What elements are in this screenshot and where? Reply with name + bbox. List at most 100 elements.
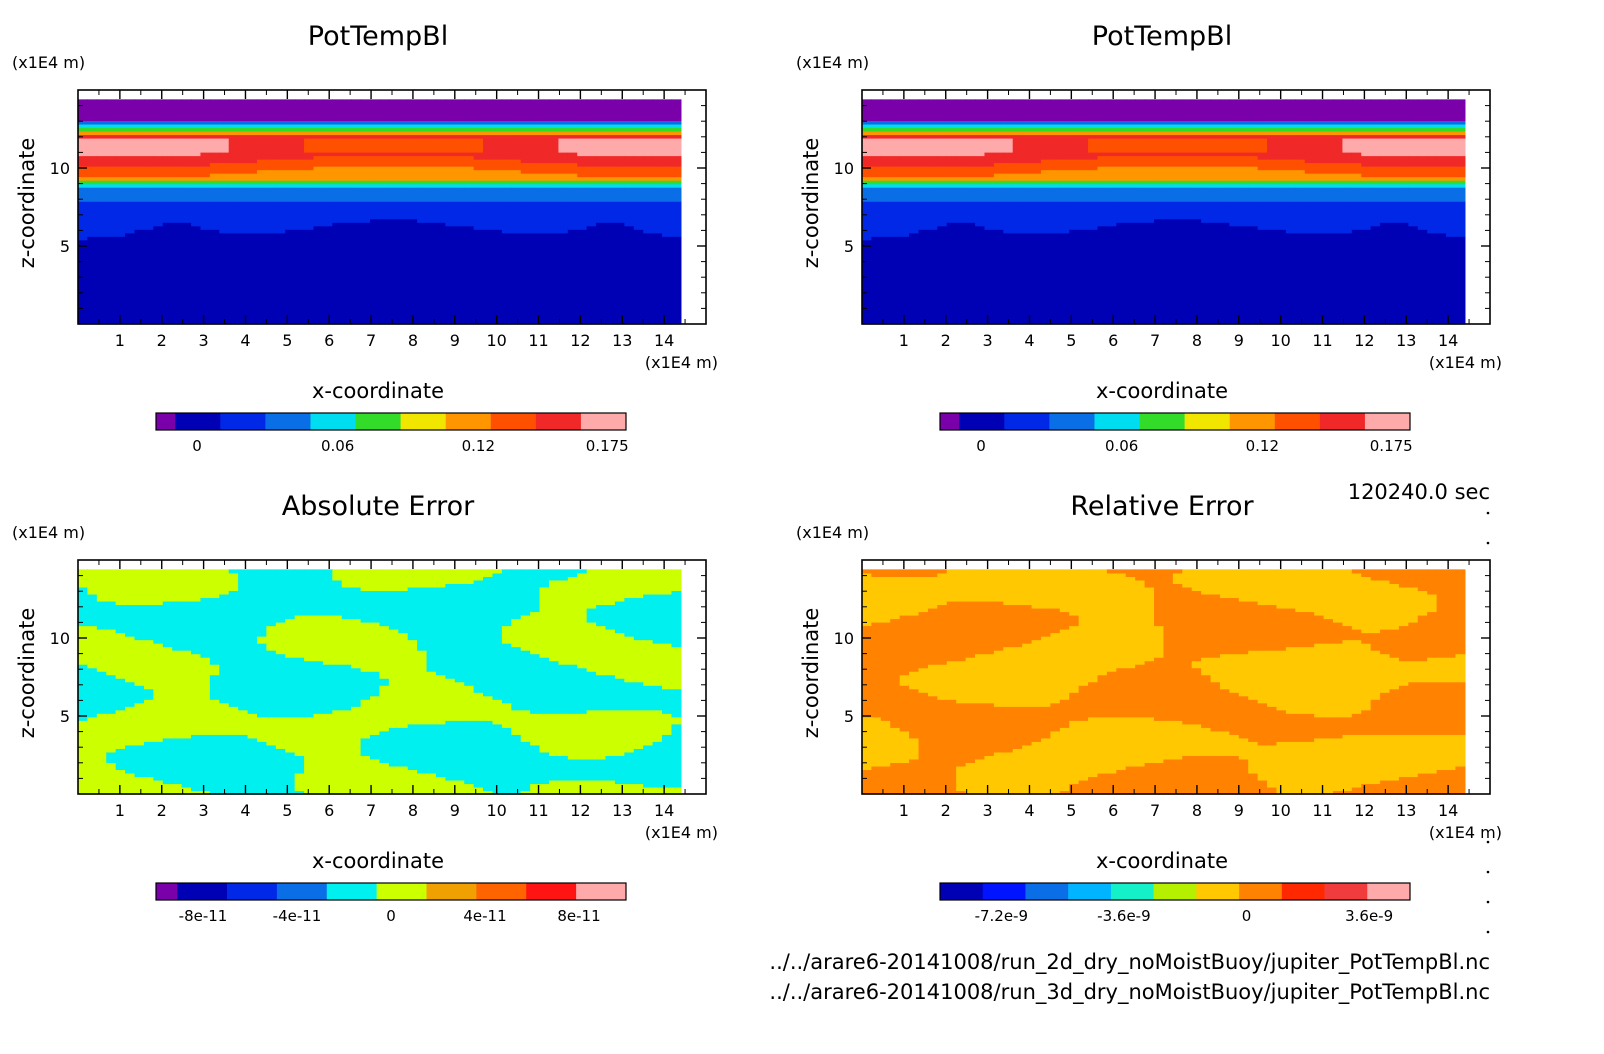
heatmap-cell [219,253,230,258]
heatmap-cell [539,102,550,107]
heatmap-cell [313,253,324,258]
heatmap-cell [200,130,211,136]
heatmap-cell [890,218,901,223]
heatmap-cell [143,130,154,136]
heatmap-cell [530,99,541,104]
heatmap-cell [965,208,976,213]
heatmap-cell [880,274,891,279]
heatmap-cell [614,288,625,294]
heatmap-cell [379,106,390,111]
heatmap-cell [464,116,475,122]
heatmap-cell [304,222,315,227]
heatmap-cell [530,197,541,202]
heatmap-cell [435,215,446,220]
heatmap-cell [162,267,173,272]
heatmap-cell [530,109,541,114]
heatmap-cell [918,225,929,230]
heatmap-cell [558,257,569,262]
heatmap-cell [871,257,882,262]
heatmap-cell [360,144,371,150]
heatmap-cell [266,288,277,294]
heatmap-cell [539,130,550,136]
heatmap-cell [946,148,957,153]
heatmap-cell [671,309,682,315]
heatmap-cell [965,180,976,185]
heatmap-cell [247,211,258,216]
heatmap-cell [313,250,324,255]
heatmap-cell [275,309,286,315]
heatmap-cell [275,173,286,178]
heatmap-cell [370,102,381,107]
heatmap-cell [87,281,98,286]
heatmap-cell [125,99,136,104]
heatmap-cell [956,267,967,272]
heatmap-cell [106,166,117,171]
heatmap-cell [435,176,446,181]
heatmap-cell [965,187,976,192]
heatmap-cell [871,316,882,322]
heatmap-cell [78,246,89,251]
heatmap-cell [492,106,503,111]
heatmap-cell [890,232,901,237]
heatmap-cell [549,260,560,265]
heatmap-cell [106,260,117,265]
heatmap-cell [407,281,418,286]
heatmap-cell [153,278,164,283]
heatmap-cell [370,320,381,325]
heatmap-cell [614,169,625,174]
heatmap-cell [304,113,315,118]
heatmap-cell [115,208,126,213]
heatmap-cell [294,215,305,220]
heatmap-cell [153,99,164,104]
heatmap-cell [473,257,484,262]
heatmap-cell [360,285,371,290]
heatmap-cell [435,222,446,227]
heatmap-cell [501,246,512,251]
heatmap-cell [332,159,343,164]
heatmap-cell [511,197,522,202]
heatmap-cell [294,162,305,167]
heatmap-cell [956,109,967,114]
heatmap-cell [322,285,333,290]
heatmap-cell [370,285,381,290]
heatmap-cell [946,102,957,107]
heatmap-cell [407,102,418,107]
heatmap-cell [153,113,164,118]
heatmap-cell [388,120,399,125]
heatmap-cell [370,127,381,132]
heatmap-cell [539,316,550,322]
heatmap-cell [247,246,258,251]
heatmap-cell [937,218,948,223]
heatmap-cell [115,302,126,308]
heatmap-cell [558,187,569,192]
heatmap-cell [511,239,522,244]
heatmap-cell [341,123,352,129]
heatmap-cell [219,274,230,279]
heatmap-cell [445,292,456,297]
heatmap-cell [370,148,381,153]
heatmap-cell [965,281,976,286]
heatmap-cell [899,109,910,114]
heatmap-cell [332,267,343,272]
heatmap-cell [351,120,362,125]
heatmap-cell [398,120,409,125]
heatmap-cell [181,183,192,188]
heatmap-cell [671,159,682,164]
heatmap-cell [181,204,192,209]
heatmap-cell [285,236,296,241]
heatmap-cell [880,295,891,301]
heatmap-cell [351,155,362,160]
heatmap-cell [209,141,220,146]
heatmap-cell [370,166,381,171]
heatmap-cell [862,148,873,153]
heatmap-cell [87,232,98,237]
heatmap-cell [285,313,296,318]
heatmap-cell [115,137,126,143]
heatmap-cell [956,134,967,139]
heatmap-cell [918,120,929,125]
heatmap-cell [181,218,192,223]
heatmap-cell [78,229,89,234]
heatmap-cell [417,169,428,174]
heatmap-cell [445,281,456,286]
heatmap-cell [937,278,948,283]
